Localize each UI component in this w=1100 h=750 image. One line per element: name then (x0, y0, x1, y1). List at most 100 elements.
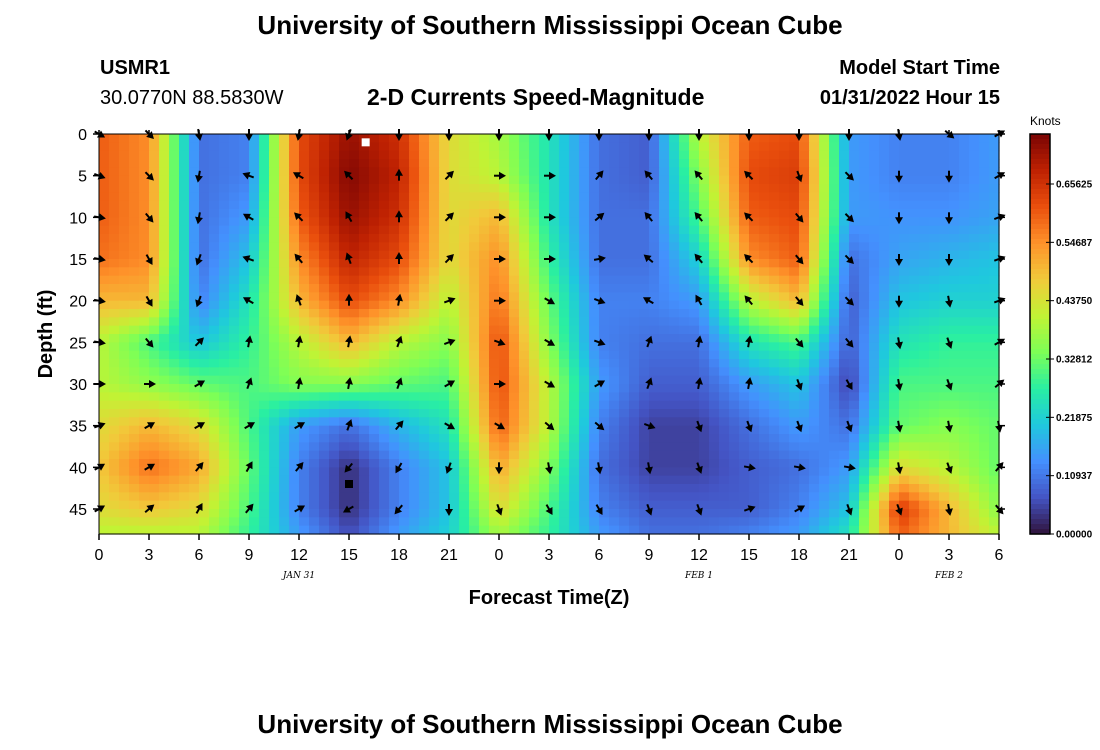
heatmap-cell (749, 525, 760, 535)
heatmap-cell (659, 425, 670, 435)
heatmap-cell (189, 150, 200, 160)
heatmap-cell (319, 225, 330, 235)
heatmap-cell (149, 242, 160, 252)
heatmap-cell (399, 159, 410, 168)
heatmap-cell (349, 284, 360, 293)
heatmap-cell (429, 284, 440, 293)
heatmap-cell (879, 392, 890, 402)
heatmap-cell (889, 250, 900, 260)
heatmap-cell (699, 292, 710, 302)
heatmap-cell (129, 142, 140, 152)
current-arrow (294, 422, 306, 430)
heatmap-cell (299, 350, 310, 360)
heatmap-cell (499, 150, 510, 160)
heatmap-cell (539, 275, 550, 285)
heatmap-cell (119, 359, 130, 368)
heatmap-cell (929, 242, 940, 252)
heatmap-cell (779, 442, 790, 452)
heatmap-cell (179, 342, 190, 352)
heatmap-cell (629, 292, 640, 302)
heatmap-cell (399, 300, 410, 310)
heatmap-cell (319, 184, 330, 193)
heatmap-cell (829, 309, 840, 318)
heatmap-cell (819, 234, 830, 243)
heatmap-cell (379, 509, 390, 518)
heatmap-cell (349, 250, 360, 260)
heatmap-cell (729, 342, 740, 352)
heatmap-cell (249, 175, 260, 185)
heatmap-cell (269, 434, 280, 443)
heatmap-cell (849, 359, 860, 368)
heatmap-cell (749, 300, 760, 310)
heatmap-cell (649, 134, 660, 143)
heatmap-cell (629, 409, 640, 418)
heatmap-cell (119, 300, 130, 310)
heatmap-cell (279, 234, 290, 243)
heatmap-cell (779, 500, 790, 510)
heatmap-cell (409, 234, 420, 243)
heatmap-cell (449, 309, 460, 318)
heatmap-cell (479, 350, 490, 360)
heatmap-cell (369, 292, 380, 302)
heatmap-cell (769, 217, 780, 227)
heatmap-cell (599, 250, 610, 260)
heatmap-cell (799, 525, 810, 535)
heatmap-cell (229, 325, 240, 335)
heatmap-cell (839, 492, 850, 502)
heatmap-cell (989, 525, 1000, 535)
heatmap-cell (419, 259, 430, 268)
heatmap-cell (369, 142, 380, 152)
heatmap-cell (679, 275, 690, 285)
heatmap-cell (989, 175, 1000, 185)
heatmap-cell (419, 525, 430, 535)
heatmap-cell (99, 292, 110, 302)
heatmap-cell (689, 475, 700, 485)
heatmap-cell (869, 467, 880, 477)
heatmap-cell (829, 442, 840, 452)
heatmap-cell (939, 417, 950, 427)
heatmap-cell (209, 134, 220, 143)
heatmap-cell (719, 167, 730, 177)
heatmap-cell (229, 225, 240, 235)
heatmap-cell (479, 367, 490, 377)
heatmap-cell (739, 525, 750, 535)
heatmap-cell (899, 317, 910, 327)
heatmap-cell (299, 259, 310, 268)
heatmap-cell (669, 275, 680, 285)
heatmap-cell (959, 134, 970, 143)
heatmap-cell (699, 525, 710, 535)
heatmap-cell (289, 434, 300, 443)
heatmap-cell (349, 225, 360, 235)
heatmap-cell (859, 175, 870, 185)
heatmap-cell (639, 309, 650, 318)
heatmap-cell (889, 300, 900, 310)
heatmap-cell (879, 484, 890, 493)
heatmap-cell (909, 459, 920, 468)
heatmap-cell (469, 292, 480, 302)
heatmap-cell (409, 284, 420, 293)
heatmap-cell (429, 367, 440, 377)
heatmap-cell (349, 317, 360, 327)
heatmap-cell (969, 425, 980, 435)
heatmap-cell (929, 492, 940, 502)
heatmap-cell (459, 359, 470, 368)
heatmap-cell (789, 184, 800, 193)
heatmap-cell (259, 259, 270, 268)
heatmap-cell (949, 484, 960, 493)
heatmap-cell (679, 167, 690, 177)
heatmap-cell (199, 334, 210, 343)
heatmap-cell (519, 217, 530, 227)
heatmap-cell (579, 425, 590, 435)
heatmap-cell (889, 175, 900, 185)
heatmap-cell (759, 134, 770, 143)
heatmap-cell (339, 325, 350, 335)
heatmap-cell (879, 359, 890, 368)
heatmap-cell (129, 225, 140, 235)
heatmap-cell (659, 509, 670, 518)
heatmap-cell (379, 150, 390, 160)
heatmap-cell (969, 467, 980, 477)
heatmap-cell (589, 484, 600, 493)
heatmap-cell (599, 325, 610, 335)
heatmap-cell (379, 334, 390, 343)
heatmap-cell (149, 300, 160, 310)
